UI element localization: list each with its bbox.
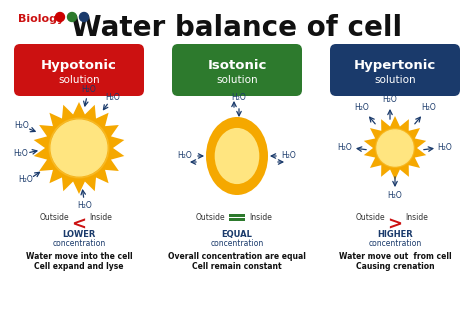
FancyBboxPatch shape — [172, 44, 302, 96]
FancyBboxPatch shape — [229, 218, 245, 220]
Text: <: < — [72, 216, 86, 234]
Text: H₂O: H₂O — [106, 93, 120, 103]
Text: Outside: Outside — [195, 213, 225, 222]
Text: Overall concentration are equal: Overall concentration are equal — [168, 252, 306, 261]
FancyBboxPatch shape — [14, 44, 144, 96]
Text: HIGHER: HIGHER — [377, 230, 413, 239]
Text: solution: solution — [374, 75, 416, 85]
Text: Cell remain constant: Cell remain constant — [192, 262, 282, 271]
Polygon shape — [364, 116, 426, 180]
Text: EQUAL: EQUAL — [221, 230, 253, 239]
Polygon shape — [34, 102, 124, 194]
Text: H₂O: H₂O — [383, 95, 397, 105]
Text: Causing crenation: Causing crenation — [356, 262, 434, 271]
Circle shape — [62, 131, 96, 165]
Circle shape — [381, 134, 409, 162]
Circle shape — [49, 118, 109, 178]
Text: Biology: Biology — [18, 14, 64, 24]
Text: H₂O: H₂O — [388, 192, 402, 201]
Text: LOWER: LOWER — [62, 230, 96, 239]
Text: >: > — [388, 216, 402, 234]
Circle shape — [392, 145, 398, 151]
Text: Inside: Inside — [249, 213, 272, 222]
Circle shape — [67, 12, 76, 21]
Text: concentration: concentration — [210, 239, 264, 248]
Circle shape — [55, 12, 64, 21]
Text: concentration: concentration — [52, 239, 106, 248]
Text: Water balance of cell: Water balance of cell — [72, 14, 402, 42]
Text: H₂O: H₂O — [15, 122, 29, 131]
Circle shape — [51, 120, 107, 176]
Text: H₂O: H₂O — [178, 151, 192, 160]
FancyBboxPatch shape — [330, 44, 460, 96]
Circle shape — [390, 142, 401, 153]
Text: Hypertonic: Hypertonic — [354, 59, 436, 72]
Circle shape — [80, 12, 89, 21]
Circle shape — [75, 144, 83, 152]
Circle shape — [71, 139, 88, 156]
Text: concentration: concentration — [368, 239, 422, 248]
Text: Water move into the cell: Water move into the cell — [26, 252, 132, 261]
Circle shape — [375, 129, 414, 168]
Circle shape — [54, 122, 105, 174]
Text: Cell expand and lyse: Cell expand and lyse — [34, 262, 124, 271]
Text: Inside: Inside — [89, 213, 112, 222]
Text: Hypotonic: Hypotonic — [41, 59, 117, 72]
Circle shape — [387, 140, 403, 156]
Text: H₂O: H₂O — [438, 143, 452, 152]
Text: H₂O: H₂O — [18, 176, 33, 185]
Ellipse shape — [215, 128, 259, 184]
Text: H₂O: H₂O — [232, 93, 246, 103]
Text: Water move out  from cell: Water move out from cell — [339, 252, 451, 261]
Text: Outside: Outside — [356, 213, 385, 222]
Text: solution: solution — [58, 75, 100, 85]
Text: Isotonic: Isotonic — [207, 59, 267, 72]
Text: Outside: Outside — [39, 213, 69, 222]
Circle shape — [384, 137, 406, 159]
Text: solution: solution — [216, 75, 258, 85]
Text: H₂O: H₂O — [337, 143, 352, 152]
Text: H₂O: H₂O — [282, 151, 296, 160]
Circle shape — [377, 130, 413, 166]
Circle shape — [378, 131, 411, 164]
Circle shape — [66, 135, 92, 161]
Text: H₂O: H₂O — [82, 85, 96, 94]
Circle shape — [58, 127, 100, 170]
Ellipse shape — [206, 117, 268, 195]
FancyBboxPatch shape — [229, 214, 245, 216]
Text: H₂O: H₂O — [14, 148, 28, 157]
Text: H₂O: H₂O — [78, 201, 92, 210]
Text: H₂O: H₂O — [422, 104, 437, 113]
Text: Inside: Inside — [405, 213, 428, 222]
Text: H₂O: H₂O — [355, 104, 369, 113]
